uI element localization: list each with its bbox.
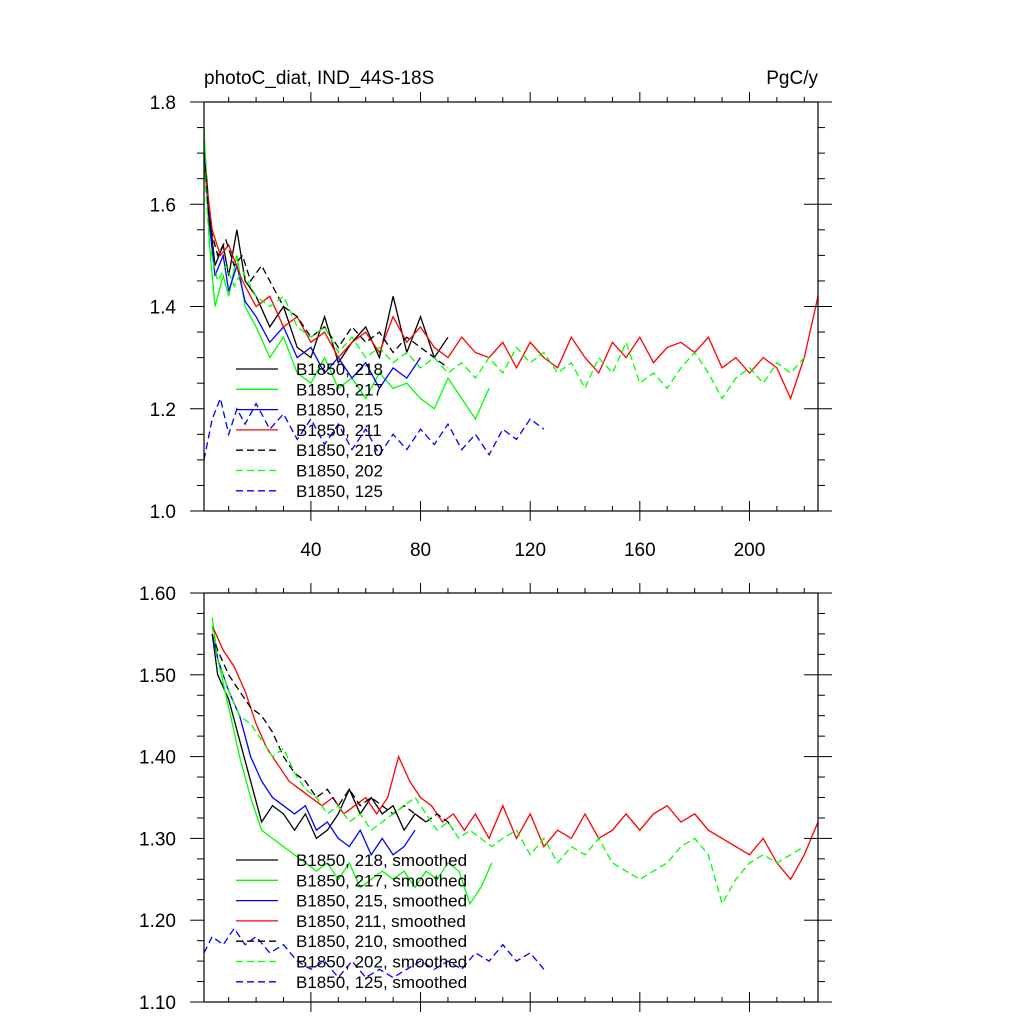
- y-tick-label-0: 1.10: [139, 993, 176, 1014]
- series-line-4: [211, 633, 454, 831]
- chart-units: PgC/y: [766, 68, 818, 89]
- y-tick-label-2: 1.30: [139, 829, 176, 850]
- y-tick-label-5: 1.60: [139, 584, 176, 605]
- legend-label-0: B1850, 218, smoothed: [296, 851, 467, 870]
- y-tick-label-2: 1.4: [150, 298, 177, 319]
- series-line-2: [211, 633, 416, 857]
- legend-label-6: B1850, 125, smoothed: [296, 973, 467, 992]
- y-tick-label-3: 1.6: [150, 195, 176, 216]
- bottom-series-group: [203, 617, 819, 979]
- y-tick-label-1: 1.2: [150, 400, 176, 421]
- legend-label-1: B1850, 217, smoothed: [296, 871, 467, 890]
- legend-label-6: B1850, 125: [296, 482, 383, 501]
- legend-label-4: B1850, 210: [296, 441, 383, 460]
- y-tick-label-1: 1.20: [139, 911, 176, 932]
- legend-label-3: B1850, 211, smoothed: [296, 912, 466, 931]
- legend-label-3: B1850, 211: [296, 421, 382, 440]
- x-tick-label-0: 40: [300, 540, 321, 561]
- bottom-axis-ticks: 1.10 1.20 1.30 1.40 1.50 1.60: [139, 583, 832, 1014]
- series-line-2: [203, 153, 422, 390]
- series-line-3: [211, 625, 819, 881]
- series-line-4: [203, 153, 449, 369]
- series-line-3: [203, 163, 819, 401]
- x-tick-label-2: 120: [514, 540, 546, 561]
- y-tick-label-4: 1.8: [150, 93, 176, 114]
- legend-label-2: B1850, 215, smoothed: [296, 892, 467, 911]
- x-tick-label-4: 200: [734, 540, 766, 561]
- series-line-5: [203, 163, 805, 400]
- top-series-group: [203, 127, 819, 461]
- legend-label-2: B1850, 215: [296, 401, 383, 420]
- series-line-1: [203, 127, 490, 421]
- x-tick-label-1: 80: [410, 540, 431, 561]
- series-line-6: [203, 396, 545, 461]
- chart-title: photoC_diat, IND_44S-18S: [204, 68, 434, 89]
- y-tick-label-3: 1.40: [139, 748, 176, 769]
- series-line-5: [211, 625, 805, 906]
- x-tick-label-3: 160: [624, 540, 656, 561]
- legend-label-5: B1850, 202: [296, 462, 383, 481]
- top-panel: photoC_diat, IND_44S-18S PgC/y B1850, 21…: [150, 68, 832, 561]
- top-axis-ticks: 40 80 120 160 200 1.0 1.2 1.4 1.6 1.8: [150, 92, 832, 561]
- legend-label-5: B1850, 202, smoothed: [296, 953, 467, 972]
- legend-label-1: B1850, 217: [296, 380, 383, 399]
- y-tick-label-4: 1.50: [139, 666, 176, 687]
- legend-label-4: B1850, 210, smoothed: [296, 932, 467, 951]
- y-tick-label-0: 1.0: [150, 502, 176, 523]
- series-line-0: [211, 633, 427, 840]
- legend-label-0: B1850, 218: [296, 360, 383, 379]
- series-line-1: [211, 617, 493, 906]
